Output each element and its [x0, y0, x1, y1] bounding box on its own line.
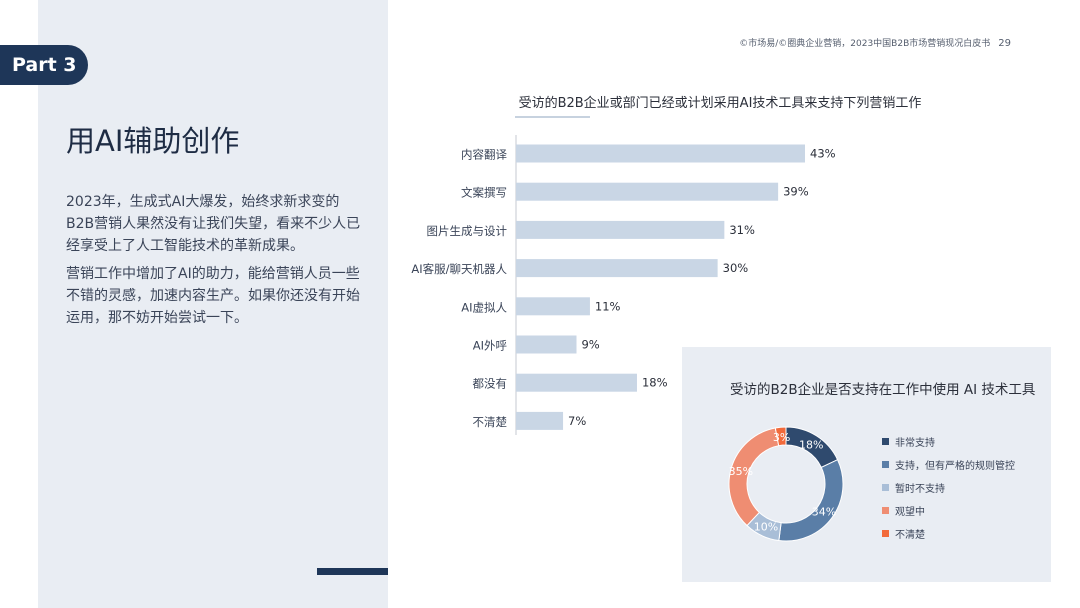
bar-2: [516, 182, 779, 201]
legend-label-5: 不清楚: [895, 530, 925, 541]
legend-item-3: 暂时不支持: [882, 476, 1015, 499]
bar-8: [516, 411, 564, 430]
left-panel: [38, 0, 388, 608]
bar-6: [516, 335, 577, 354]
bar-chart-title: 受访的B2B企业或部门已经或计划采用AI技术工具来支持下列营销工作: [519, 95, 922, 111]
bar-category-label-3: 图片生成与设计: [427, 224, 508, 238]
donut-slice-5: [774, 426, 787, 447]
legend-swatch-4: [882, 507, 889, 514]
legend-label-3: 暂时不支持: [895, 484, 945, 495]
page-title: 用AI辅助创作: [66, 124, 240, 158]
legend-item-2: 支持，但有严格的规则管控: [882, 453, 1015, 476]
legend-label-1: 非常支持: [895, 438, 935, 449]
donut-value-label-3: 10%: [754, 521, 778, 534]
legend-label-2: 支持，但有严格的规则管控: [895, 461, 1015, 472]
donut-value-label-4: 35%: [729, 465, 753, 478]
bar-value-label-1: 43%: [810, 147, 836, 161]
bar-category-label-5: AI虚拟人: [461, 300, 507, 314]
source-note: ©市场易/©圈典企业营销，2023中国B2B市场营销现况白皮书: [739, 39, 991, 49]
legend-swatch-2: [882, 461, 889, 468]
donut-value-label-5: 3%: [773, 431, 790, 444]
bar-category-label-1: 内容翻译: [461, 148, 507, 162]
intro-paragraph-1: 2023年，生成式AI大爆发，始终求新求变的B2B营销人果然没有让我们失望，看来…: [66, 194, 361, 254]
bar-category-label-8: 不清楚: [473, 415, 508, 429]
legend-swatch-1: [882, 438, 889, 445]
bar-category-label-6: AI外呼: [473, 339, 508, 353]
bar-3: [516, 220, 725, 239]
bar-5: [516, 297, 590, 316]
header-note: ©市场易/©圈典企业营销，2023中国B2B市场营销现况白皮书 29: [700, 36, 1011, 49]
bar-7: [516, 373, 637, 392]
bar-1: [516, 144, 805, 163]
donut-legend: 非常支持支持，但有严格的规则管控 暂时不支持观望中不清楚: [882, 430, 1015, 545]
accent-bar: [317, 568, 388, 575]
part-badge: Part 3: [0, 45, 88, 85]
donut-value-label-2: 34%: [812, 506, 836, 519]
bar-value-label-5: 11%: [595, 299, 621, 313]
legend-swatch-5: [882, 530, 889, 537]
legend-swatch-3: [882, 484, 889, 491]
page-number: 29: [998, 38, 1011, 49]
bar-value-label-6: 9%: [581, 338, 599, 352]
legend-item-4: 观望中: [882, 499, 1015, 522]
bar-value-label-2: 39%: [783, 185, 809, 199]
bar-category-label-4: AI客服/聊天机器人: [411, 262, 507, 276]
bar-value-label-4: 30%: [723, 261, 749, 275]
legend-item-1: 非常支持: [882, 430, 1015, 453]
donut-chart-title: 受访的B2B企业是否支持在工作中使用 AI 技术工具: [730, 382, 1036, 398]
bar-category-label-2: 文案撰写: [461, 186, 507, 200]
legend-item-5: 不清楚: [882, 522, 1015, 545]
bar-value-label-3: 31%: [729, 223, 755, 237]
legend-label-4: 观望中: [895, 507, 925, 518]
intro-text: 2023年，生成式AI大爆发，始终求新求变的B2B营销人果然没有让我们失望，看来…: [66, 191, 366, 335]
bar-value-label-7: 18%: [642, 376, 668, 390]
bar-4: [516, 259, 718, 278]
donut-value-label-1: 18%: [799, 438, 823, 451]
donut-slice-2: [778, 459, 844, 542]
intro-paragraph-2: 营销工作中增加了AI的助力，能给营销人员一些不错的灵感，加速内容生产。如果你还没…: [66, 266, 360, 326]
bar-category-label-7: 都没有: [473, 377, 508, 391]
bar-value-label-8: 7%: [568, 414, 586, 428]
